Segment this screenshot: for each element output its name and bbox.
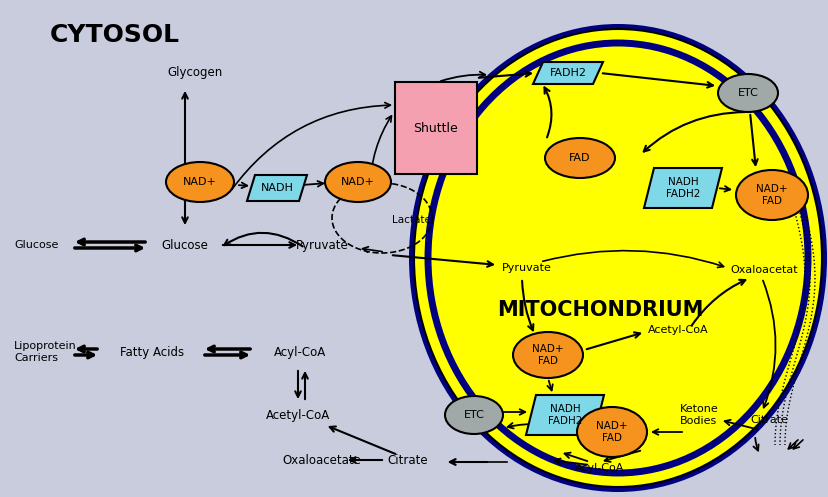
Text: Acetyl-CoA: Acetyl-CoA xyxy=(647,325,708,335)
Text: Fatty Acids: Fatty Acids xyxy=(120,345,184,358)
Ellipse shape xyxy=(408,24,826,492)
Ellipse shape xyxy=(513,332,582,378)
Polygon shape xyxy=(247,175,306,201)
Polygon shape xyxy=(525,395,604,435)
Ellipse shape xyxy=(413,29,821,487)
Text: ETC: ETC xyxy=(737,88,758,98)
Ellipse shape xyxy=(166,162,233,202)
Text: Glycogen: Glycogen xyxy=(167,66,223,79)
Text: NAD+
FAD: NAD+ FAD xyxy=(532,344,563,366)
Text: Ketone
Bodies: Ketone Bodies xyxy=(679,404,718,426)
Text: Shuttle: Shuttle xyxy=(413,121,458,135)
Text: MITOCHONDRIUM: MITOCHONDRIUM xyxy=(496,300,702,320)
Ellipse shape xyxy=(544,138,614,178)
Text: Acyl-CoA: Acyl-CoA xyxy=(575,463,624,473)
Text: ETC: ETC xyxy=(463,410,484,420)
Text: NAD+: NAD+ xyxy=(183,177,217,187)
Ellipse shape xyxy=(735,170,807,220)
Polygon shape xyxy=(643,168,721,208)
Text: NADH: NADH xyxy=(260,183,293,193)
Ellipse shape xyxy=(427,43,807,473)
Text: FAD: FAD xyxy=(569,153,590,163)
Text: Citrate: Citrate xyxy=(749,415,787,425)
Text: Glucose: Glucose xyxy=(161,239,208,251)
Text: NAD+: NAD+ xyxy=(340,177,374,187)
Text: Citrate: Citrate xyxy=(388,453,428,467)
Text: NAD+
FAD: NAD+ FAD xyxy=(595,421,627,443)
Text: Oxaloacetat: Oxaloacetat xyxy=(729,265,797,275)
Text: Glucose: Glucose xyxy=(14,240,58,250)
Text: Oxaloacetate: Oxaloacetate xyxy=(282,453,360,467)
Text: NADH
FADH2: NADH FADH2 xyxy=(665,177,700,199)
Text: NAD+
FAD: NAD+ FAD xyxy=(755,184,787,206)
Text: Lipoprotein
Carriers: Lipoprotein Carriers xyxy=(14,341,77,363)
Text: Lactate: Lactate xyxy=(392,215,431,225)
Ellipse shape xyxy=(576,407,646,457)
FancyBboxPatch shape xyxy=(394,82,476,174)
Text: Pyruvate: Pyruvate xyxy=(296,239,348,251)
Text: Acetyl-CoA: Acetyl-CoA xyxy=(266,409,330,421)
Text: Pyruvate: Pyruvate xyxy=(502,263,551,273)
Polygon shape xyxy=(532,62,602,84)
Text: FADH2: FADH2 xyxy=(549,68,585,78)
Ellipse shape xyxy=(717,74,777,112)
Text: NADH
FADH2: NADH FADH2 xyxy=(547,404,581,426)
Text: CYTOSOL: CYTOSOL xyxy=(50,23,180,47)
Ellipse shape xyxy=(445,396,503,434)
Ellipse shape xyxy=(325,162,391,202)
Text: Acyl-CoA: Acyl-CoA xyxy=(273,345,325,358)
